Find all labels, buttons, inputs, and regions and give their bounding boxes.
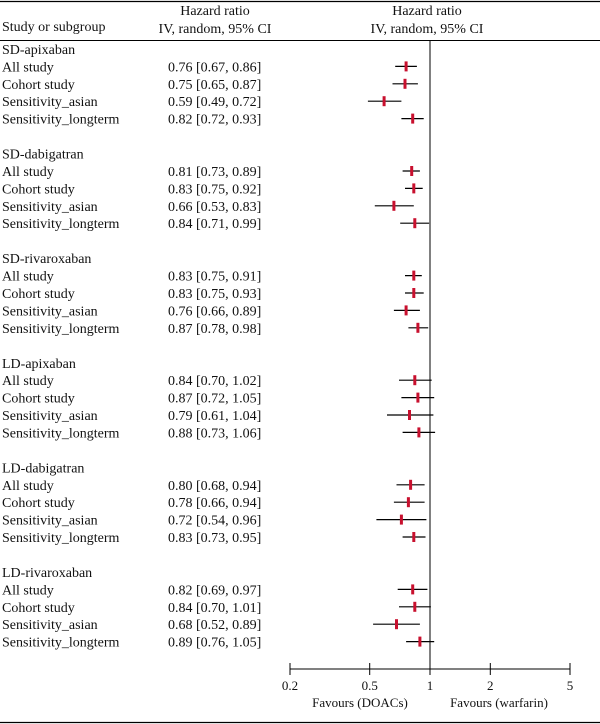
estimate-marks: [367, 61, 436, 647]
row-label: Sensitivity_longterm: [2, 531, 120, 546]
row-ci-text: 0.76 [0.66, 0.89]: [168, 304, 261, 319]
point-estimate: [416, 392, 420, 403]
row-ci-text: 0.87 [0.72, 1.05]: [168, 392, 261, 407]
x-tick-label: 0.5: [362, 678, 378, 693]
row-ci-text: 0.87 [0.78, 0.98]: [168, 322, 261, 337]
point-estimate: [417, 427, 421, 438]
row-label: All study: [2, 60, 54, 75]
row-label: Sensitivity_asian: [2, 95, 98, 110]
row-ci-text: 0.75 [0.65, 0.87]: [168, 78, 261, 93]
row-label: Cohort study: [2, 392, 75, 407]
point-estimate: [412, 183, 416, 194]
x-tick-label: 5: [567, 678, 574, 693]
row-ci-text: 0.89 [0.76, 1.05]: [168, 636, 261, 651]
row-label: All study: [2, 165, 54, 180]
point-estimate: [404, 61, 408, 72]
group-heading: SD-dabigatran: [2, 148, 84, 163]
row-label: Cohort study: [2, 78, 75, 93]
row-label: Sensitivity_longterm: [2, 322, 120, 337]
row-ci-text: 0.72 [0.54, 0.96]: [168, 514, 261, 529]
point-estimate: [413, 601, 417, 612]
row-ci-text: 0.83 [0.75, 0.92]: [168, 182, 261, 197]
x-axis: 0.2 0.5 1 2 5: [282, 663, 573, 693]
favours-doacs-label: Favours (DOACs): [312, 695, 408, 710]
header-hazard-ratio-left: Hazard ratio: [180, 4, 250, 19]
row-ci-text: 0.84 [0.70, 1.02]: [168, 374, 261, 389]
point-estimate: [412, 270, 416, 281]
group-heading: LD-rivaroxaban: [2, 566, 92, 581]
point-estimate: [411, 113, 415, 124]
group-heading: SD-apixaban: [2, 43, 75, 58]
point-estimate: [410, 166, 414, 176]
header-method-right: IV, random, 95% CI: [371, 22, 484, 37]
group-heading: SD-rivaroxaban: [2, 252, 91, 267]
favours-warfarin-label: Favours (warfarin): [450, 695, 548, 710]
header-hazard-ratio-right: Hazard ratio: [392, 4, 462, 19]
row-ci-text: 0.88 [0.73, 1.06]: [168, 426, 261, 441]
row-ci-text: 0.84 [0.70, 1.01]: [168, 601, 261, 616]
row-label: Cohort study: [2, 287, 75, 302]
row-label: Cohort study: [2, 496, 75, 511]
point-estimate: [408, 410, 411, 420]
row-ci-text: 0.68 [0.52, 0.89]: [168, 618, 261, 633]
row-ci-text: 0.83 [0.75, 0.93]: [168, 287, 261, 302]
row-label: All study: [2, 374, 54, 389]
point-estimate: [416, 322, 420, 333]
x-tick-label: 2: [487, 678, 494, 693]
row-ci-text: 0.81 [0.73, 0.89]: [168, 165, 261, 180]
point-estimate: [395, 619, 398, 630]
point-estimate: [404, 305, 408, 316]
point-estimate: [399, 514, 403, 525]
point-estimate: [409, 479, 413, 490]
point-estimate: [413, 375, 417, 386]
point-estimate: [392, 200, 396, 211]
row-label: All study: [2, 583, 54, 598]
row-label: Sensitivity_asian: [2, 618, 98, 633]
row-ci-text: 0.80 [0.68, 0.94]: [168, 479, 261, 494]
study-rows: SD-apixaban All study 0.76 [0.67, 0.86] Coh…: [2, 43, 261, 651]
row-ci-text: 0.79 [0.61, 1.04]: [168, 409, 261, 424]
group-heading: LD-dabigatran: [2, 461, 84, 476]
row-ci-text: 0.82 [0.72, 0.93]: [168, 113, 261, 128]
row-ci-text: 0.84 [0.71, 0.99]: [168, 217, 261, 232]
row-label: Sensitivity_longterm: [2, 217, 120, 232]
row-ci-text: 0.78 [0.66, 0.94]: [168, 496, 261, 511]
row-ci-text: 0.82 [0.69, 0.97]: [168, 583, 261, 598]
row-ci-text: 0.76 [0.67, 0.86]: [168, 60, 261, 75]
row-label: All study: [2, 270, 54, 285]
row-ci-text: 0.83 [0.73, 0.95]: [168, 531, 261, 546]
x-tick-label: 0.2: [282, 678, 298, 693]
point-estimate: [412, 532, 416, 542]
row-label: Sensitivity_asian: [2, 409, 98, 424]
header-study-or-subgroup: Study or subgroup: [2, 20, 105, 35]
row-label: Cohort study: [2, 182, 75, 197]
point-estimate: [382, 96, 386, 107]
point-estimate: [413, 218, 417, 229]
point-estimate: [418, 636, 422, 647]
row-label: Sensitivity_longterm: [2, 636, 120, 651]
row-label: Sensitivity_asian: [2, 200, 98, 215]
point-estimate: [406, 497, 410, 508]
row-label: Sensitivity_longterm: [2, 113, 120, 128]
row-label: Sensitivity_asian: [2, 514, 98, 529]
point-estimate: [411, 584, 415, 595]
row-label: All study: [2, 479, 54, 494]
row-ci-text: 0.66 [0.53, 0.83]: [168, 200, 261, 215]
row-ci-text: 0.59 [0.49, 0.72]: [168, 95, 261, 110]
group-heading: LD-apixaban: [2, 357, 76, 372]
x-tick-label: 1: [427, 678, 434, 693]
row-ci-text: 0.83 [0.75, 0.91]: [168, 270, 261, 285]
point-estimate: [403, 78, 407, 89]
row-label: Cohort study: [2, 601, 75, 616]
header-method-left: IV, random, 95% CI: [159, 22, 272, 37]
row-label: Sensitivity_longterm: [2, 426, 120, 441]
point-estimate: [412, 288, 416, 298]
row-label: Sensitivity_asian: [2, 304, 98, 319]
